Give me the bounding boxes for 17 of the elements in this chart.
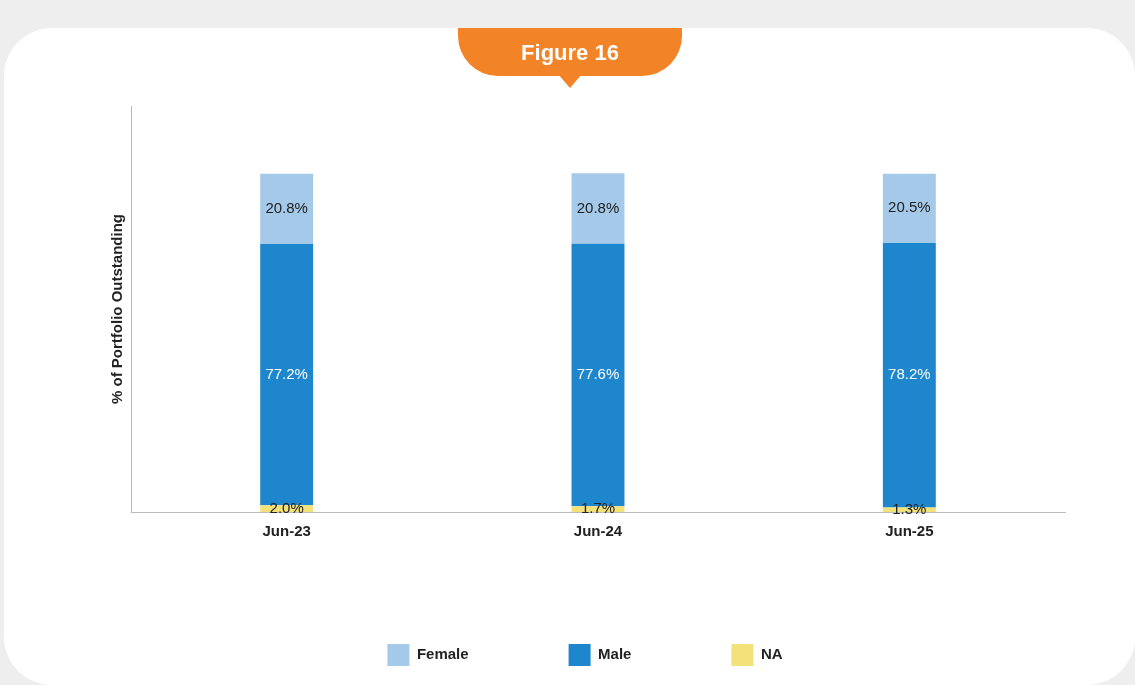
data-label: 20.5% <box>888 198 931 216</box>
data-label: 20.8% <box>576 198 620 216</box>
x-tick-label: Jun-24 <box>573 522 623 540</box>
data-label: 77.6% <box>576 365 620 383</box>
data-label: 77.2% <box>265 364 308 382</box>
x-tick-label: Jun-25 <box>885 522 934 540</box>
x-tick-label: Jun-23 <box>262 522 311 540</box>
bar <box>882 173 936 244</box>
chart-title: Figure 16 <box>458 28 682 76</box>
legend-label: Female <box>416 645 469 663</box>
legend-label: NA <box>760 645 783 663</box>
bar <box>260 173 314 245</box>
legend-label: Male <box>598 645 632 663</box>
y-axis-title: % of Portfolio Outstanding <box>108 214 126 404</box>
data-label: 20.8% <box>265 198 308 216</box>
data-label: 78.2% <box>888 365 931 383</box>
bar <box>571 173 625 244</box>
